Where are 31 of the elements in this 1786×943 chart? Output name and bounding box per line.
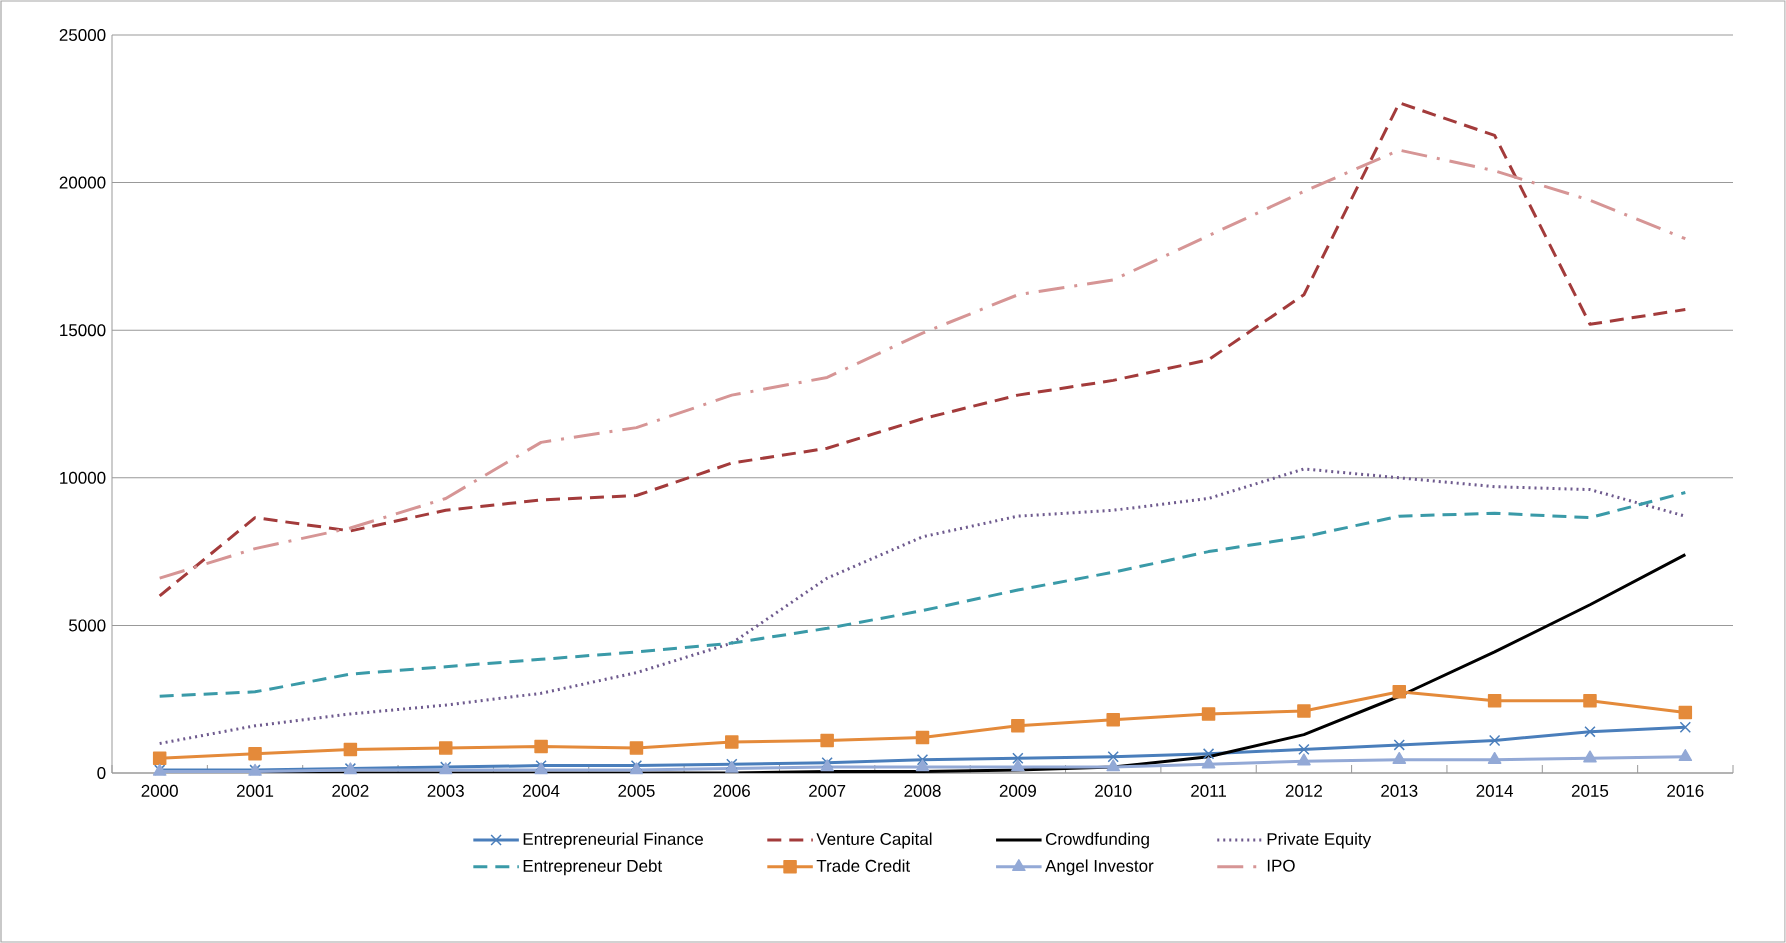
y-tick-label: 15000: [60, 324, 106, 337]
y-tick-label: 0: [97, 766, 106, 780]
y-tick-label: 5000: [68, 619, 106, 632]
x-tick-label: 2003: [427, 784, 464, 797]
legend-label: Venture Capital: [816, 832, 932, 849]
x-tick-label: 2001: [236, 784, 274, 797]
y-tick-label: 10000: [60, 471, 106, 484]
legend-label: Angel Investor: [1045, 859, 1154, 876]
x-tick-label: 2015: [1571, 784, 1609, 797]
x-tick-label: 2000: [141, 784, 178, 797]
legend-label: Entrepreneur Debt: [523, 859, 663, 876]
legend-label: Entrepreneurial Finance: [523, 832, 703, 849]
x-tick-label: 2006: [713, 784, 750, 797]
x-tick-label: 2016: [1667, 784, 1704, 797]
x-tick-label: 2013: [1381, 784, 1418, 797]
x-tick-label: 2010: [1095, 784, 1132, 797]
x-tick-label: 2012: [1285, 784, 1322, 797]
legend-label: Trade Credit: [816, 859, 911, 872]
y-tick-label: 25000: [59, 28, 106, 42]
legend-label: Crowdfunding: [1045, 832, 1149, 849]
legend-label: Private Equity: [1267, 832, 1372, 849]
x-tick-label: 2014: [1476, 784, 1514, 797]
x-tick-label: 2009: [999, 784, 1036, 797]
x-tick-label: 2002: [332, 784, 369, 797]
y-tick-label: 20000: [59, 176, 106, 189]
legend-label: IPO: [1267, 859, 1295, 872]
x-tick-label: 2004: [523, 784, 560, 797]
x-tick-label: 2007: [809, 784, 846, 797]
x-tick-label: 2005: [618, 784, 655, 797]
x-tick-label: 2011: [1191, 784, 1227, 797]
x-tick-label: 2008: [904, 784, 941, 797]
